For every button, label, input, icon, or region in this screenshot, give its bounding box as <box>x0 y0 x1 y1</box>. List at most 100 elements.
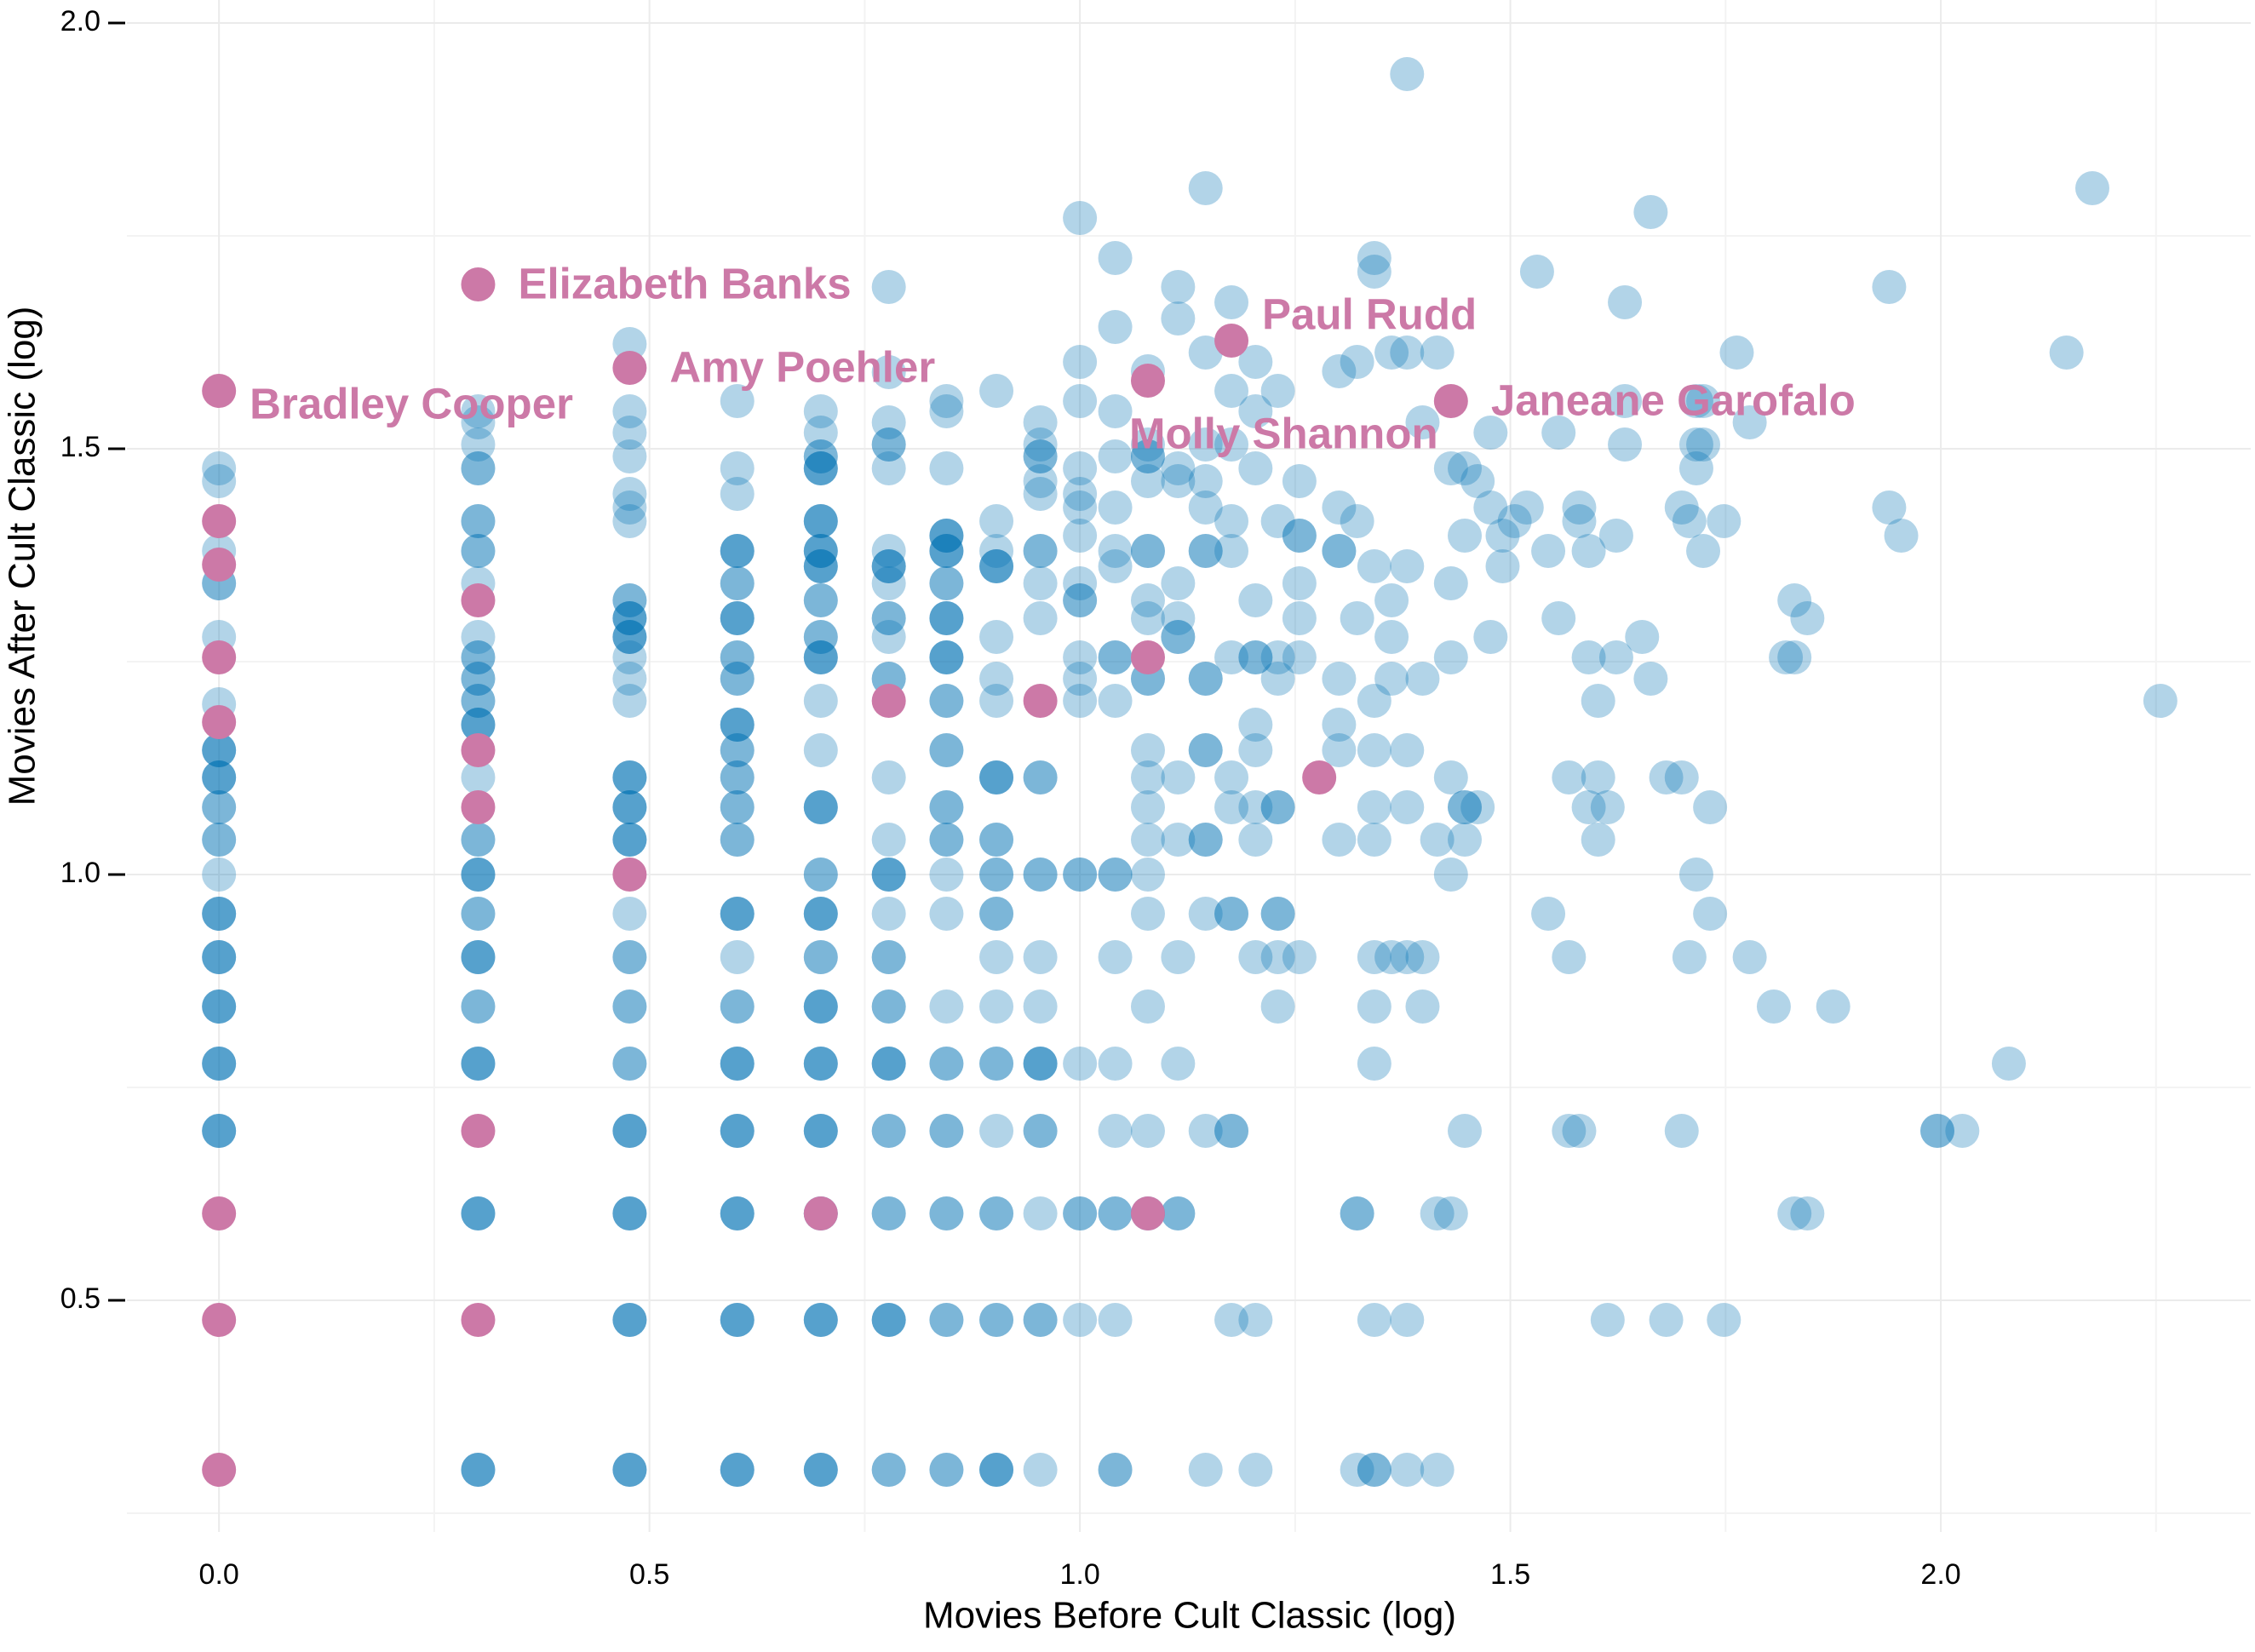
scatter-point <box>202 1047 237 1081</box>
scatter-point <box>720 1047 755 1081</box>
scatter-point <box>461 940 496 974</box>
scatter-point <box>1023 1303 1058 1337</box>
scatter-point <box>1433 1196 1468 1230</box>
scatter-point <box>1552 940 1587 974</box>
scatter-point <box>461 1047 496 1081</box>
scatter-point <box>1063 640 1098 674</box>
scatter-point <box>1023 601 1058 635</box>
scatter-point <box>1214 504 1249 538</box>
y-tick-label: 1.5 <box>60 431 100 463</box>
scatter-point <box>1282 519 1317 553</box>
scatter-point <box>1340 1453 1374 1487</box>
scatter-point <box>871 858 906 892</box>
scatter-point <box>461 858 496 892</box>
scatter-point <box>1238 823 1273 857</box>
scatter-point <box>720 1453 755 1487</box>
x-tick-label: 0.5 <box>629 1558 669 1591</box>
scatter-point <box>803 858 838 892</box>
scatter-point <box>803 684 838 718</box>
scatter-point <box>1130 1114 1165 1148</box>
scatter-point <box>1485 549 1520 583</box>
scatter-point <box>803 549 838 583</box>
scatter-point <box>803 1114 838 1148</box>
scatter-point <box>979 897 1014 931</box>
scatter-point <box>803 1453 838 1487</box>
scatter-point <box>1023 439 1058 473</box>
scatter-point <box>612 823 647 857</box>
scatter-point <box>1340 601 1374 635</box>
scatter-point <box>461 684 496 718</box>
scatter-point <box>720 1047 755 1081</box>
scatter-point <box>1302 760 1337 794</box>
scatter-point <box>1063 566 1098 600</box>
scatter-point <box>803 1047 838 1081</box>
scatter-point <box>871 940 906 974</box>
scatter-point <box>979 760 1014 794</box>
scatter-point <box>1322 490 1357 525</box>
scatter-point <box>720 733 755 767</box>
scatter-point <box>1686 534 1721 568</box>
scatter-point <box>871 1196 906 1230</box>
scatter-point <box>803 534 838 568</box>
scatter-point <box>929 790 964 824</box>
scatter-point <box>461 1047 496 1081</box>
scatter-point <box>929 1047 964 1081</box>
scatter-point <box>1374 336 1409 370</box>
scatter-point <box>612 790 647 824</box>
scatter-point <box>202 705 237 739</box>
scatter-point <box>871 427 906 462</box>
scatter-point <box>1130 439 1165 473</box>
scatter-point <box>2074 171 2109 205</box>
scatter-point <box>720 989 755 1024</box>
scatter-point <box>803 620 838 654</box>
scatter-point <box>1282 601 1317 635</box>
point-label: Amy Poehler <box>669 342 935 391</box>
scatter-point <box>461 708 496 742</box>
scatter-point <box>1357 1303 1391 1337</box>
scatter-point <box>720 989 755 1024</box>
scatter-point <box>1130 897 1165 931</box>
scatter-point <box>1161 1196 1196 1230</box>
scatter-point <box>979 684 1014 718</box>
scatter-point <box>1282 464 1317 498</box>
scatter-point <box>1063 583 1098 617</box>
scatter-point <box>461 897 496 931</box>
scatter-point <box>1322 733 1357 767</box>
scatter-point <box>1023 566 1058 600</box>
scatter-point <box>612 1303 647 1337</box>
scatter-point <box>720 823 755 857</box>
scatter-point <box>1098 439 1133 473</box>
scatter-point <box>1340 1196 1374 1230</box>
scatter-point <box>1188 1453 1223 1487</box>
scatter-point <box>803 451 838 485</box>
scatter-point <box>1023 858 1058 892</box>
scatter-point <box>979 549 1014 583</box>
scatter-point <box>1732 940 1767 974</box>
point-label: Elizabeth Banks <box>518 259 851 307</box>
scatter-point <box>871 1047 906 1081</box>
scatter-point <box>1214 1114 1249 1148</box>
scatter-point <box>803 790 838 824</box>
scatter-point <box>461 1047 496 1081</box>
scatter-point <box>1130 989 1165 1024</box>
scatter-point <box>1340 504 1374 538</box>
scatter-point <box>1023 1196 1058 1230</box>
scatter-point <box>612 439 647 473</box>
scatter-point <box>1098 1453 1133 1487</box>
scatter-point <box>612 989 647 1024</box>
scatter-point <box>1448 823 1483 857</box>
scatter-point <box>461 897 496 931</box>
scatter-point <box>612 823 647 857</box>
scatter-point <box>929 640 964 674</box>
scatter-point <box>612 1303 647 1337</box>
scatter-point <box>803 1047 838 1081</box>
scatter-point <box>1405 940 1440 974</box>
scatter-point <box>929 684 964 718</box>
scatter-point <box>1374 583 1409 617</box>
scatter-point <box>1357 684 1391 718</box>
scatter-point <box>202 1047 237 1081</box>
scatter-point <box>1161 301 1196 336</box>
scatter-point <box>1433 384 1468 418</box>
scatter-point <box>871 549 906 583</box>
scatter-point <box>612 1453 647 1487</box>
